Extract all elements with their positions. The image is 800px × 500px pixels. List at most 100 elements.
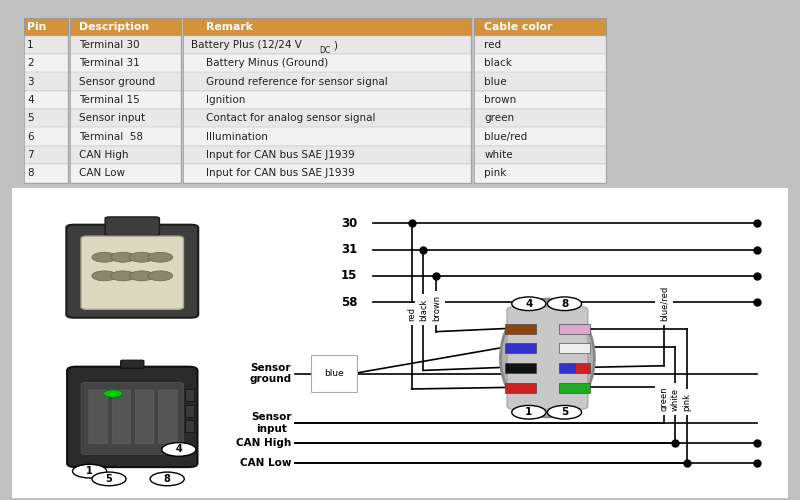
Circle shape xyxy=(103,390,122,398)
Bar xyxy=(474,91,606,109)
Text: 1: 1 xyxy=(525,407,533,417)
Text: Terminal 30: Terminal 30 xyxy=(79,40,140,50)
Text: Battery Minus (Ground): Battery Minus (Ground) xyxy=(206,58,328,68)
FancyBboxPatch shape xyxy=(89,390,107,444)
FancyBboxPatch shape xyxy=(559,383,590,393)
Text: 30: 30 xyxy=(341,216,358,230)
Bar xyxy=(474,36,606,54)
Circle shape xyxy=(148,252,173,262)
FancyBboxPatch shape xyxy=(105,217,159,236)
Text: pink: pink xyxy=(682,392,692,410)
Text: 4: 4 xyxy=(175,444,182,454)
Circle shape xyxy=(547,406,582,419)
Text: Cable color: Cable color xyxy=(484,22,553,32)
Bar xyxy=(24,146,68,164)
Text: 2: 2 xyxy=(27,58,34,68)
Bar xyxy=(70,128,181,146)
Text: 5: 5 xyxy=(106,474,112,484)
Text: 7: 7 xyxy=(27,150,34,160)
Bar xyxy=(70,36,181,54)
Bar xyxy=(185,389,194,402)
Bar xyxy=(182,128,471,146)
Text: Battery Plus (12/24 V: Battery Plus (12/24 V xyxy=(191,40,302,50)
Text: CAN Low: CAN Low xyxy=(240,458,291,468)
Text: white: white xyxy=(484,150,513,160)
Text: 31: 31 xyxy=(341,243,358,256)
Bar xyxy=(24,164,68,182)
Text: Ignition: Ignition xyxy=(206,95,245,105)
Circle shape xyxy=(162,442,196,456)
Bar xyxy=(24,36,68,54)
Bar xyxy=(70,18,181,36)
FancyBboxPatch shape xyxy=(135,390,154,444)
FancyBboxPatch shape xyxy=(505,342,536,352)
Bar xyxy=(474,146,606,164)
Circle shape xyxy=(150,472,184,486)
Text: brown: brown xyxy=(432,294,441,321)
FancyBboxPatch shape xyxy=(559,324,590,334)
Bar xyxy=(185,420,194,432)
FancyBboxPatch shape xyxy=(505,383,536,393)
Text: Contact for analog sensor signal: Contact for analog sensor signal xyxy=(206,114,375,124)
Text: 4: 4 xyxy=(525,298,533,308)
Text: blue: blue xyxy=(484,76,507,86)
Text: green: green xyxy=(484,114,514,124)
Text: blue/red: blue/red xyxy=(484,132,527,141)
FancyBboxPatch shape xyxy=(574,362,590,373)
FancyBboxPatch shape xyxy=(112,390,130,444)
FancyBboxPatch shape xyxy=(505,362,536,373)
Circle shape xyxy=(92,472,126,486)
Text: pink: pink xyxy=(484,168,506,178)
Text: red: red xyxy=(484,40,502,50)
Text: 3: 3 xyxy=(27,76,34,86)
Text: blue/red: blue/red xyxy=(659,286,668,321)
Text: 1: 1 xyxy=(27,40,34,50)
Bar xyxy=(474,72,606,91)
FancyBboxPatch shape xyxy=(559,362,574,373)
Bar xyxy=(182,146,471,164)
Bar xyxy=(24,72,68,91)
Bar xyxy=(474,54,606,72)
FancyBboxPatch shape xyxy=(66,224,198,318)
Bar xyxy=(70,164,181,182)
Text: 1: 1 xyxy=(86,466,93,476)
Circle shape xyxy=(92,271,117,281)
FancyBboxPatch shape xyxy=(81,236,183,310)
Text: Terminal 31: Terminal 31 xyxy=(79,58,140,68)
Text: Sensor
ground: Sensor ground xyxy=(250,362,291,384)
Text: Pin: Pin xyxy=(27,22,46,32)
Text: 8: 8 xyxy=(27,168,34,178)
Text: 6: 6 xyxy=(27,132,34,141)
FancyBboxPatch shape xyxy=(559,342,590,352)
Bar xyxy=(70,54,181,72)
Text: red: red xyxy=(407,307,416,321)
Bar xyxy=(182,91,471,109)
Bar xyxy=(182,54,471,72)
Circle shape xyxy=(92,252,117,262)
Text: Sensor input: Sensor input xyxy=(79,114,146,124)
Circle shape xyxy=(512,406,546,419)
Circle shape xyxy=(148,271,173,281)
Circle shape xyxy=(129,252,154,262)
Circle shape xyxy=(547,297,582,310)
Bar xyxy=(182,109,471,128)
Bar xyxy=(70,109,181,128)
Bar xyxy=(182,18,471,36)
Text: Input for CAN bus SAE J1939: Input for CAN bus SAE J1939 xyxy=(206,168,354,178)
Text: Illumination: Illumination xyxy=(206,132,268,141)
Bar xyxy=(182,36,471,54)
Text: 5: 5 xyxy=(561,407,568,417)
FancyBboxPatch shape xyxy=(121,360,144,368)
Text: black: black xyxy=(484,58,512,68)
Text: Input for CAN bus SAE J1939: Input for CAN bus SAE J1939 xyxy=(206,150,354,160)
Bar xyxy=(182,164,471,182)
Text: CAN High: CAN High xyxy=(79,150,129,160)
Text: brown: brown xyxy=(484,95,517,105)
Text: black: black xyxy=(418,298,428,321)
Text: 58: 58 xyxy=(341,296,358,308)
Bar xyxy=(24,109,68,128)
Text: Remark: Remark xyxy=(206,22,253,32)
Text: Sensor
input: Sensor input xyxy=(251,412,291,434)
Text: CAN High: CAN High xyxy=(236,438,291,448)
Bar xyxy=(24,18,68,36)
